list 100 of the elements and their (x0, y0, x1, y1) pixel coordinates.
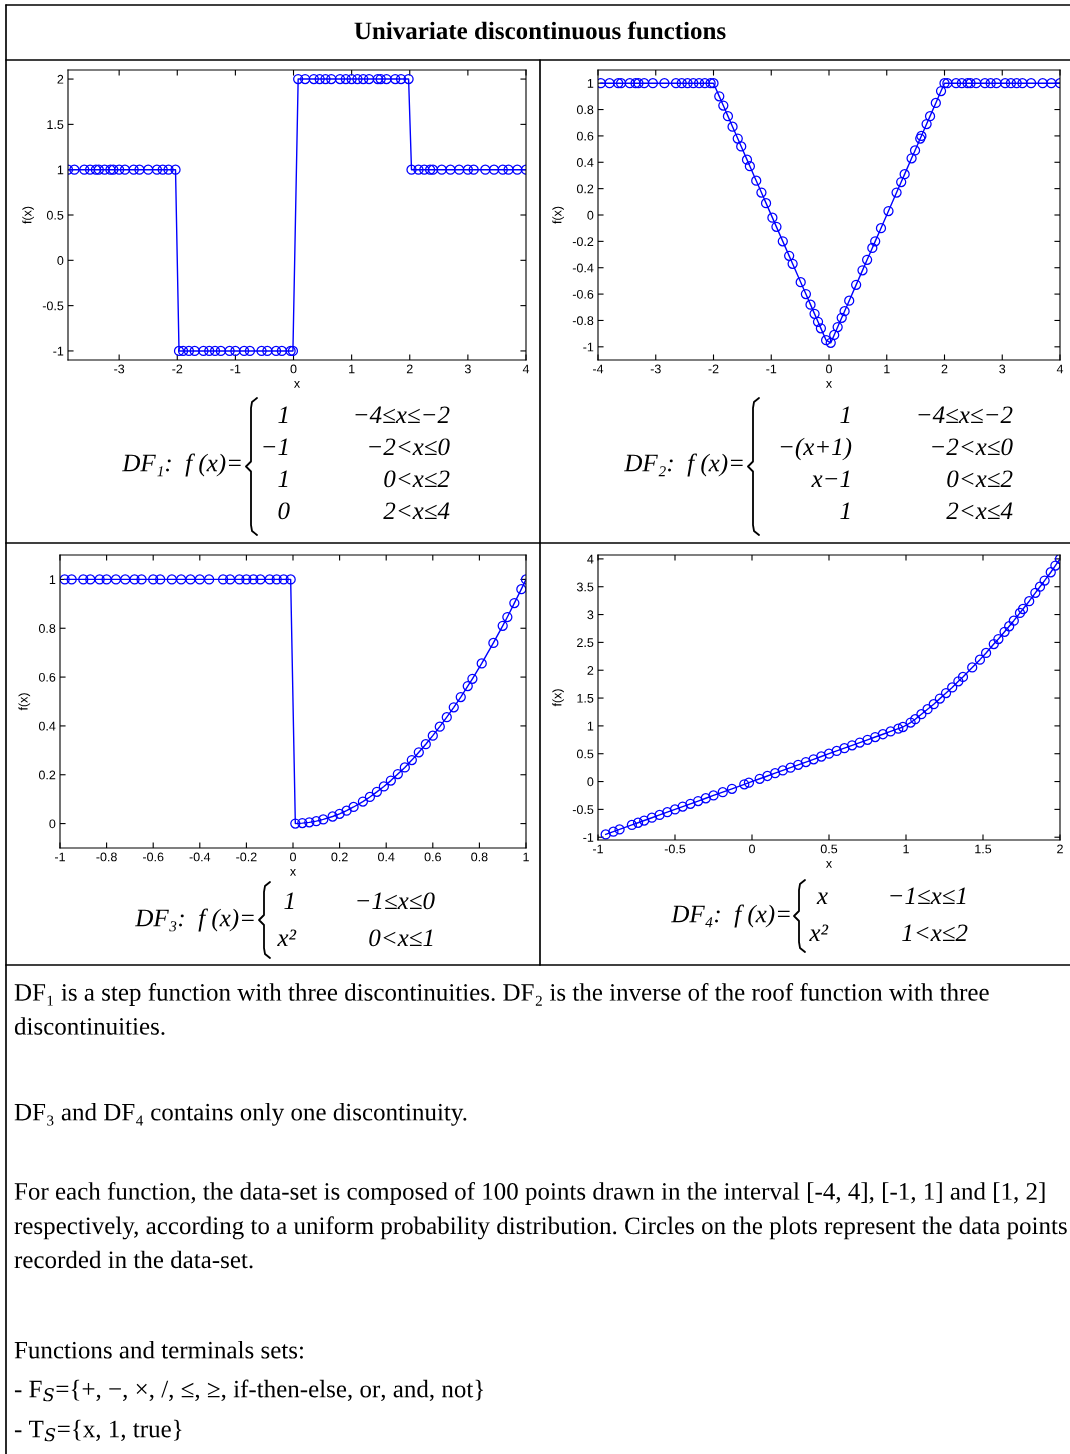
point (385, 775, 396, 786)
x-tick-label: -1 (230, 364, 241, 374)
y-tick-label: -1 (53, 346, 64, 356)
text: x (816, 892, 828, 905)
y-tick-label: 0.5 (576, 749, 594, 759)
y-tick-label: -0.2 (572, 237, 594, 247)
point (290, 818, 301, 829)
y-tick-label: 3 (587, 610, 594, 620)
x-tick-label: 0 (290, 852, 296, 862)
point (85, 574, 96, 585)
point (224, 574, 236, 585)
text: For each function, the data-set is composed of 100 points drawn in the interval [-4, 4], [-1, 1] and [1, 2] respectively, according to a uniform probability distribution. Circles on the plots represent the data points recorded in the data-set. (14, 1182, 1067, 1269)
x-tick-label: 3 (464, 364, 471, 374)
text: 0 (278, 502, 290, 520)
point (406, 754, 417, 766)
point (334, 808, 345, 819)
point (392, 768, 403, 780)
y-tick-label: -1 (583, 342, 594, 352)
text: DF₃ and DF₄ contains only one discontinuity. (14, 1103, 467, 1126)
text: 2<x≤4 (383, 502, 450, 520)
x-tick-label: -3 (650, 364, 661, 374)
x-tick-label: 1 (884, 364, 890, 374)
text: - T$_{S}$={x, 1, true} (14, 1419, 182, 1442)
point (241, 574, 252, 585)
y-tick-label: 4 (587, 554, 594, 564)
text: −1≤x≤0 (357, 892, 435, 910)
y-tick-label: 1 (587, 79, 594, 88)
text: −4≤x≤−2 (355, 406, 450, 424)
y-tick-label: 0 (57, 256, 64, 265)
x-tick-label: -0.4 (189, 852, 211, 862)
point (427, 730, 438, 741)
y-tick-label: -0.5 (572, 805, 594, 815)
point (110, 574, 122, 585)
y-tick-label: 0.5 (46, 210, 64, 220)
x-tick-label: 4 (1056, 364, 1064, 374)
text: 0<x≤2 (384, 470, 450, 488)
y-tick-label: 1 (49, 575, 56, 584)
point (327, 811, 338, 822)
text: 0<x≤2 (947, 470, 1013, 488)
text: −4≤x≤−2 (918, 406, 1013, 424)
point (166, 574, 177, 585)
point (78, 574, 89, 585)
y-tick-label: 2 (587, 666, 594, 675)
text: DF₁: f (x)= (122, 453, 241, 477)
x-tick-label: 0 (826, 364, 832, 374)
y-tick-label: 0.4 (38, 721, 56, 731)
point (94, 574, 105, 585)
x-tick-label: 1 (903, 844, 909, 854)
text: −2<x≤0 (369, 438, 450, 456)
x-tick-label: -0.2 (236, 852, 257, 862)
text: 1 (278, 470, 288, 488)
point (129, 574, 140, 585)
x-tick-label: 4 (522, 364, 530, 374)
y-tick-label: 0.8 (576, 105, 594, 115)
point (136, 574, 147, 585)
text: 1 (284, 892, 294, 910)
point (217, 574, 229, 585)
point (357, 796, 369, 807)
x-tick-label: 1.5 (975, 844, 992, 854)
text: Functions and terminals sets: (14, 1341, 303, 1359)
x-tick-label: 0.2 (331, 852, 348, 862)
point (348, 801, 359, 813)
point (120, 574, 131, 585)
point (271, 574, 282, 585)
x-axis-title: x (826, 861, 832, 868)
y-tick-label: 3.5 (576, 582, 594, 592)
point (371, 786, 383, 797)
text: DF₄: f (x)= (671, 904, 790, 928)
point (176, 574, 187, 585)
y-tick-label: -1 (583, 833, 594, 842)
point (311, 816, 322, 827)
text: −(x+1) (780, 437, 852, 461)
x-tick-label: -2 (172, 364, 183, 374)
y-tick-label: 1.5 (47, 120, 64, 130)
y-tick-label: -0.8 (572, 316, 594, 326)
point (378, 781, 390, 792)
x-axis-title: x (826, 381, 832, 388)
y-tick-label: 0.2 (38, 770, 56, 780)
text: x−1 (811, 470, 850, 488)
y-tick-label: 0.6 (576, 131, 594, 141)
y-axis-title: f(x) (18, 693, 31, 711)
point (304, 817, 315, 828)
y-axis-title: f(x) (22, 206, 34, 224)
x-tick-label: -0.6 (142, 852, 164, 862)
text: 1 (840, 502, 850, 520)
text: - F$_{S}$={+, −, ×, /, ≤, ≥, if-then-else, or, and, not} (14, 1379, 484, 1402)
y-axis-title: f(x) (552, 206, 564, 224)
x-tick-label: -0.5 (664, 844, 686, 854)
x-tick-label: 2 (1057, 844, 1063, 854)
y-tick-label: -0.5 (42, 301, 64, 311)
point (516, 584, 526, 595)
x-tick-label: 1 (349, 364, 355, 374)
x-tick-label: 1 (523, 852, 529, 862)
y-axis-title: f(x) (552, 689, 564, 707)
point (255, 574, 266, 585)
x-tick-label: -3 (114, 364, 125, 374)
point (248, 574, 259, 585)
point (285, 574, 296, 585)
point (194, 574, 205, 585)
point (502, 611, 513, 623)
